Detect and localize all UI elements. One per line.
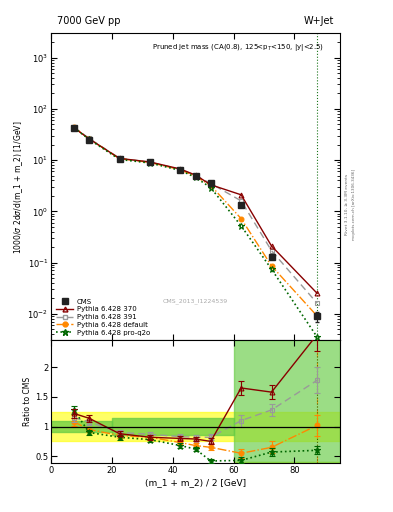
Text: Pruned jet mass (CA(0.8), 125<p$_T$<150, |y|<2.5): Pruned jet mass (CA(0.8), 125<p$_T$<150,… xyxy=(152,42,324,53)
Text: mcplots.cern.ch [arXiv:1306.3436]: mcplots.cern.ch [arXiv:1306.3436] xyxy=(352,169,356,240)
Legend: CMS, Pythia 6.428 370, Pythia 6.428 391, Pythia 6.428 default, Pythia 6.428 pro-: CMS, Pythia 6.428 370, Pythia 6.428 391,… xyxy=(55,297,151,337)
Text: Rivet 3.1.10, ≥ 3.3M events: Rivet 3.1.10, ≥ 3.3M events xyxy=(345,174,349,236)
Y-axis label: 1000/$\sigma$ 2d$\sigma$/d(m_1 + m_2) [1/GeV]: 1000/$\sigma$ 2d$\sigma$/d(m_1 + m_2) [1… xyxy=(12,120,25,253)
X-axis label: (m_1 + m_2) / 2 [GeV]: (m_1 + m_2) / 2 [GeV] xyxy=(145,478,246,487)
Text: CMS_2013_I1224539: CMS_2013_I1224539 xyxy=(163,298,228,304)
Y-axis label: Ratio to CMS: Ratio to CMS xyxy=(24,377,32,426)
Text: W+Jet: W+Jet xyxy=(304,15,334,26)
Text: 7000 GeV pp: 7000 GeV pp xyxy=(57,15,120,26)
